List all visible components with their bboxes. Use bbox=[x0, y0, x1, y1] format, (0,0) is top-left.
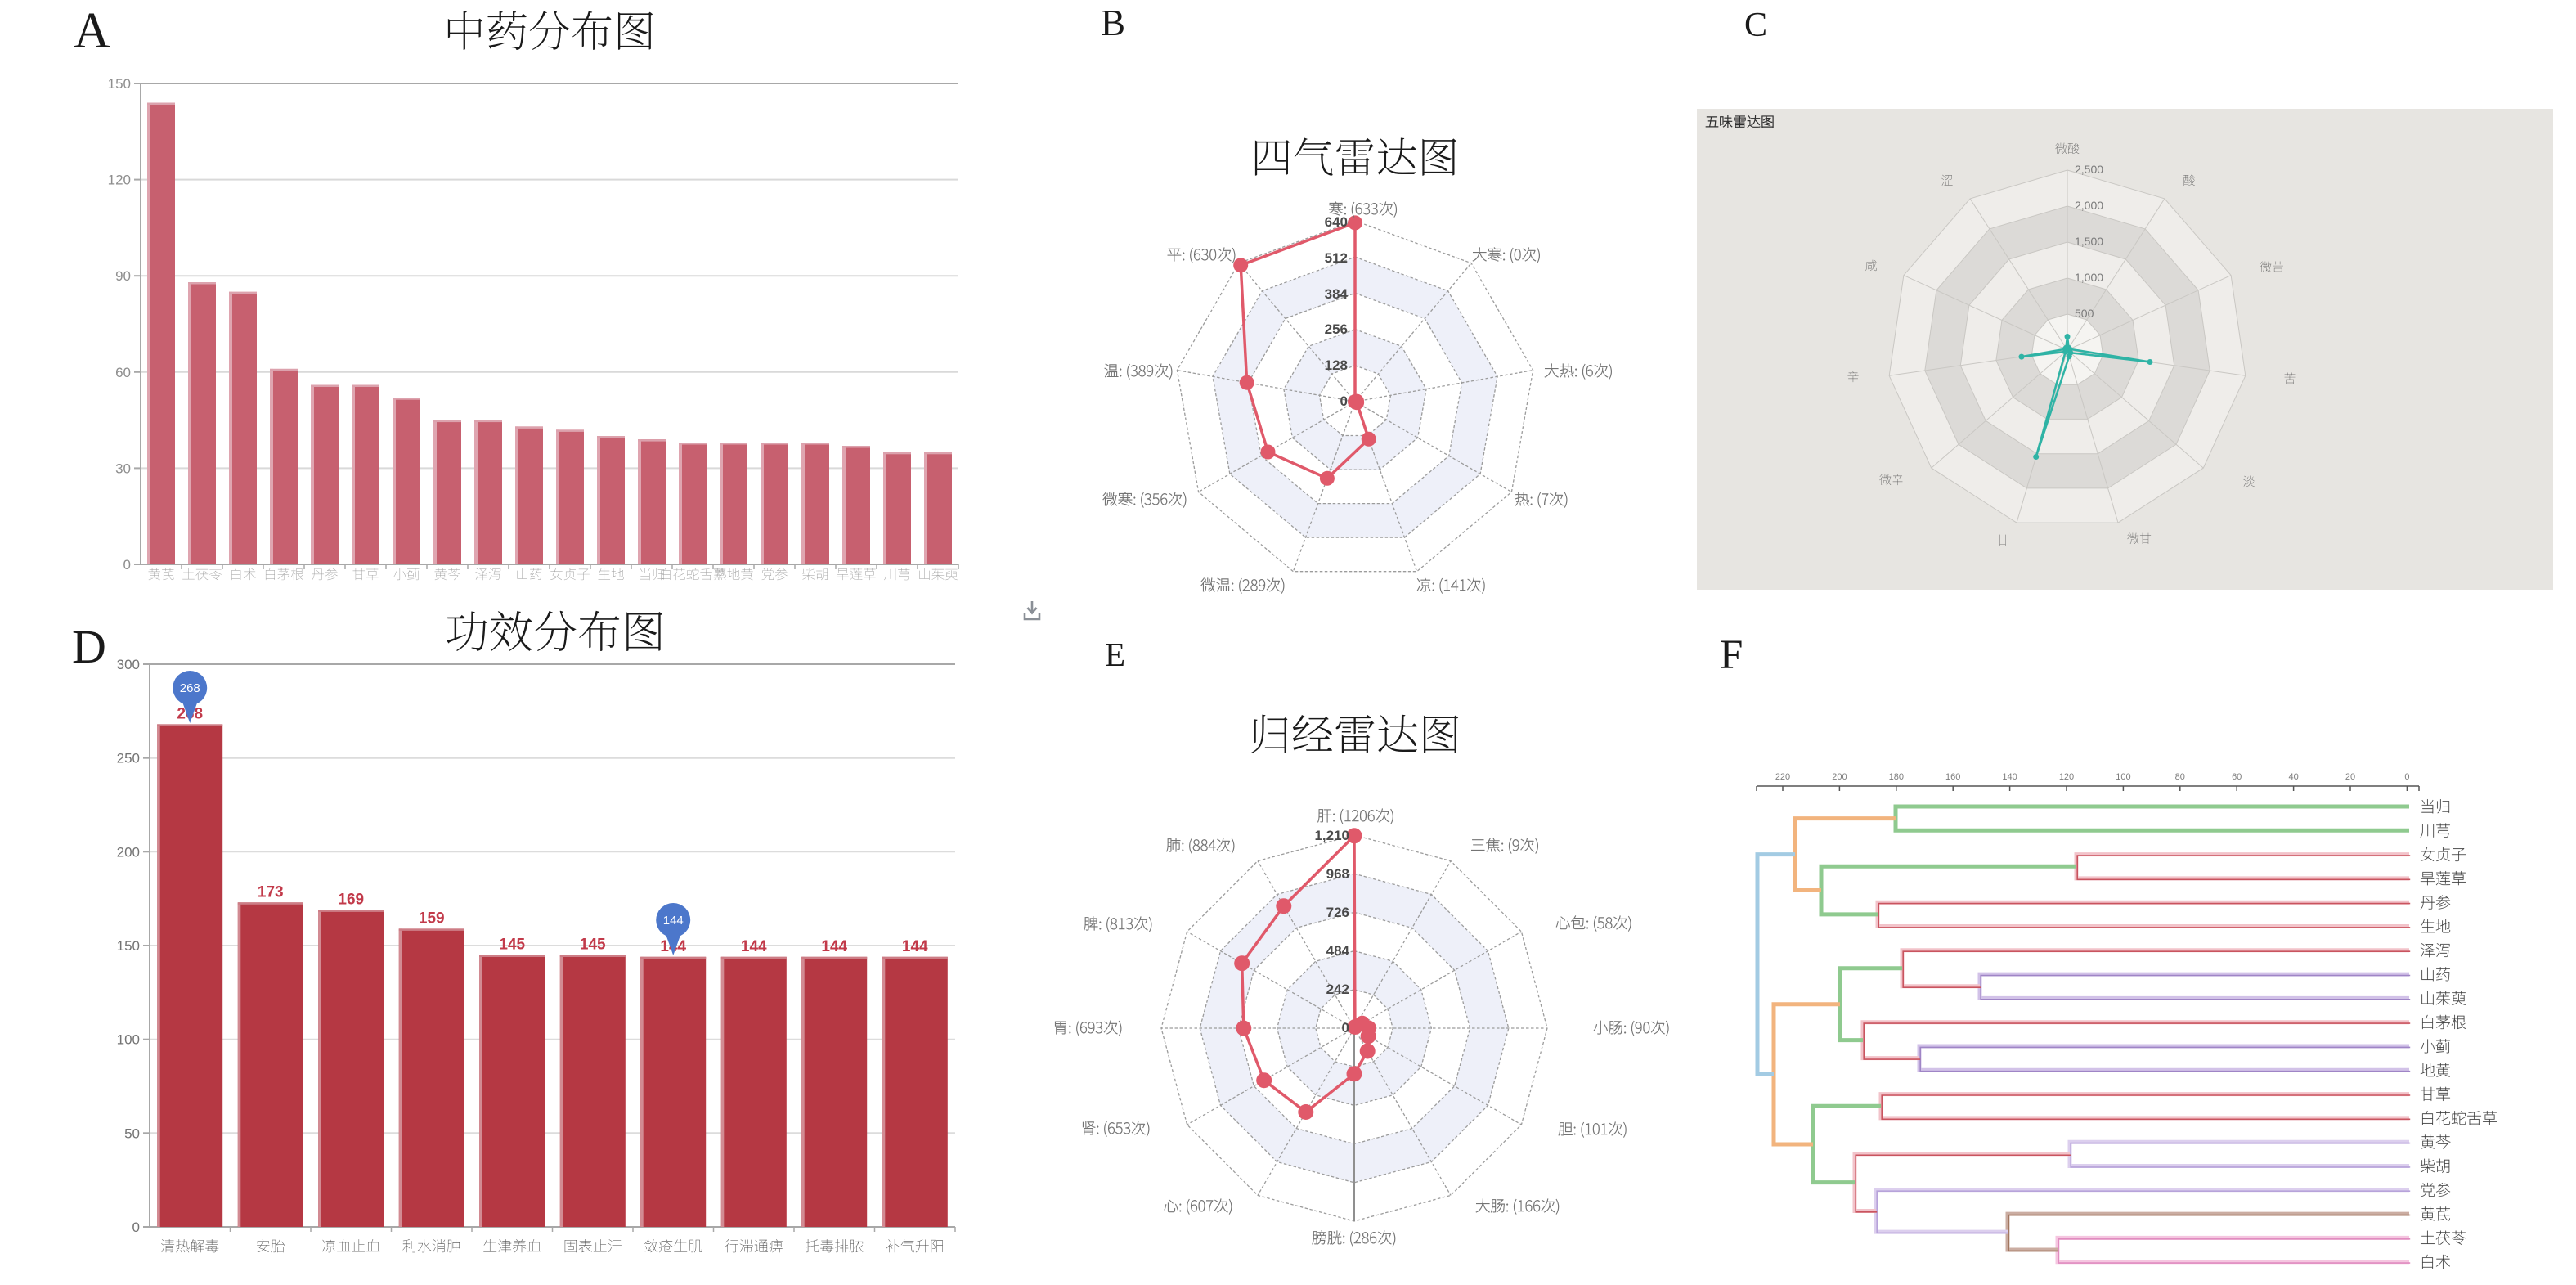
svg-text:145: 145 bbox=[580, 936, 606, 953]
svg-text:256: 256 bbox=[1325, 321, 1348, 337]
svg-text:128: 128 bbox=[1325, 357, 1348, 373]
svg-text:0: 0 bbox=[123, 557, 131, 573]
svg-text:200: 200 bbox=[1832, 772, 1847, 782]
svg-text:300: 300 bbox=[117, 657, 140, 672]
svg-text:173: 173 bbox=[258, 883, 284, 901]
svg-text:50: 50 bbox=[124, 1125, 140, 1141]
svg-text:0: 0 bbox=[132, 1220, 140, 1235]
svg-text:1,500: 1,500 bbox=[2075, 235, 2103, 248]
svg-text:60: 60 bbox=[2232, 772, 2242, 782]
svg-text:500: 500 bbox=[2075, 307, 2094, 320]
svg-text:160: 160 bbox=[1945, 772, 1960, 782]
svg-text:242: 242 bbox=[1326, 982, 1349, 997]
svg-text:150: 150 bbox=[117, 938, 140, 954]
svg-text:144: 144 bbox=[663, 914, 684, 928]
svg-text:250: 250 bbox=[117, 751, 140, 766]
svg-text:1,000: 1,000 bbox=[2075, 271, 2103, 284]
svg-text:268: 268 bbox=[180, 681, 200, 695]
svg-text:512: 512 bbox=[1325, 250, 1348, 266]
svg-text:0: 0 bbox=[1340, 393, 1348, 409]
svg-text:90: 90 bbox=[115, 268, 131, 284]
svg-text:100: 100 bbox=[2116, 772, 2130, 782]
svg-text:144: 144 bbox=[902, 938, 928, 955]
svg-text:D: D bbox=[72, 620, 106, 673]
svg-text:200: 200 bbox=[117, 844, 140, 860]
svg-text:A: A bbox=[74, 3, 110, 59]
svg-text:384: 384 bbox=[1325, 286, 1349, 302]
svg-text:145: 145 bbox=[499, 936, 525, 953]
svg-text:120: 120 bbox=[2059, 772, 2074, 782]
svg-text:484: 484 bbox=[1326, 943, 1350, 959]
svg-text:159: 159 bbox=[419, 910, 445, 927]
svg-text:120: 120 bbox=[108, 173, 131, 188]
svg-text:1,210: 1,210 bbox=[1314, 828, 1349, 843]
svg-text:2,500: 2,500 bbox=[2075, 163, 2103, 176]
svg-text:80: 80 bbox=[2175, 772, 2185, 782]
svg-text:B: B bbox=[1101, 2, 1125, 43]
svg-text:F: F bbox=[1720, 632, 1743, 678]
svg-text:100: 100 bbox=[117, 1032, 140, 1048]
svg-text:E: E bbox=[1105, 636, 1125, 673]
svg-text:140: 140 bbox=[2002, 772, 2017, 782]
svg-text:40: 40 bbox=[2288, 772, 2298, 782]
svg-text:20: 20 bbox=[2345, 772, 2355, 782]
svg-text:30: 30 bbox=[115, 461, 131, 476]
svg-text:150: 150 bbox=[108, 76, 131, 92]
svg-text:144: 144 bbox=[741, 938, 767, 955]
svg-text:726: 726 bbox=[1326, 905, 1349, 920]
svg-text:144: 144 bbox=[821, 938, 847, 955]
svg-text:C: C bbox=[1744, 7, 1767, 44]
svg-text:0: 0 bbox=[2404, 772, 2409, 782]
svg-text:180: 180 bbox=[1889, 772, 1904, 782]
svg-text:2,000: 2,000 bbox=[2075, 199, 2103, 212]
svg-text:60: 60 bbox=[115, 365, 131, 380]
svg-text:169: 169 bbox=[338, 891, 364, 908]
svg-text:640: 640 bbox=[1325, 214, 1348, 230]
svg-text:0: 0 bbox=[1342, 1020, 1349, 1036]
svg-text:220: 220 bbox=[1775, 772, 1790, 782]
svg-text:968: 968 bbox=[1326, 866, 1349, 882]
